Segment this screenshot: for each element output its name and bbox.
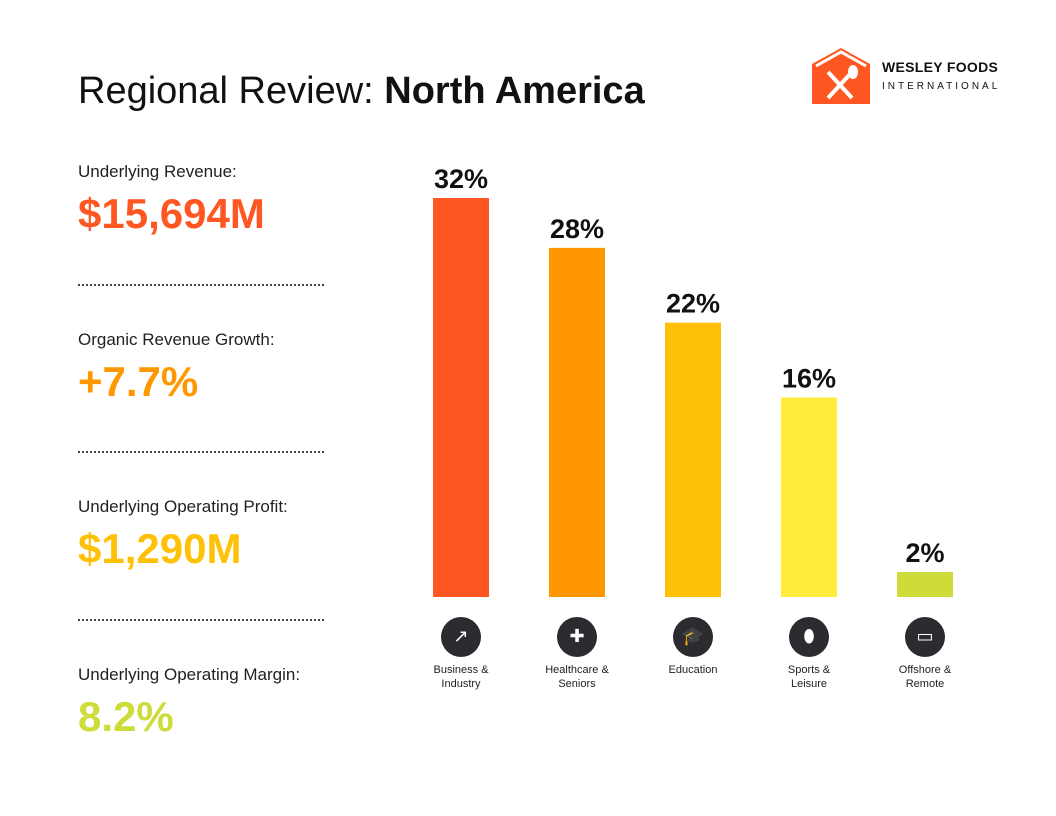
data-label: 32% — [434, 164, 488, 194]
category-label: Healthcare & Seniors — [545, 664, 609, 690]
metric-label: Underlying Revenue: — [78, 162, 237, 181]
metric-2: Underlying Operating Profit: $1,290M — [78, 497, 288, 573]
logo: WESLEY FOODS INTERNATIONAL — [812, 46, 1000, 104]
metric-label: Underlying Operating Margin: — [78, 665, 301, 684]
bar — [665, 322, 721, 597]
divider — [78, 284, 324, 286]
category-label: Sports & Leisure — [787, 664, 831, 690]
medical-bag-icon: ✚ — [557, 617, 597, 657]
laptop-icon: ▭ — [905, 617, 945, 657]
metric-label: Organic Revenue Growth: — [78, 330, 275, 349]
metric-1: Organic Revenue Growth: +7.7% — [78, 330, 275, 406]
bar — [549, 247, 605, 597]
metric-label: Underlying Operating Profit: — [78, 497, 288, 516]
data-label: 22% — [666, 289, 720, 319]
growth-chart-icon: ↗ — [441, 617, 481, 657]
football-icon: ⬮ — [789, 617, 829, 657]
bar — [433, 198, 489, 597]
category-label: Education — [668, 664, 718, 676]
metric-value: $15,694M — [78, 190, 265, 237]
metric-0: Underlying Revenue: $15,694M — [78, 162, 265, 238]
page-title: Regional Review: North America — [78, 70, 645, 112]
data-label: 2% — [905, 538, 944, 568]
divider — [78, 451, 324, 453]
metric-value: 8.2% — [78, 693, 174, 740]
metric-value: $1,290M — [78, 525, 242, 572]
metric-value: +7.7% — [78, 358, 199, 405]
category-label: Business & Industry — [433, 664, 489, 690]
data-label: 16% — [782, 364, 836, 394]
divider — [78, 619, 324, 621]
data-label: 28% — [550, 214, 604, 244]
graduation-cap-icon: 🎓 — [673, 617, 713, 657]
bar — [897, 572, 953, 597]
house-utensils-icon — [812, 48, 870, 104]
bar — [781, 397, 837, 597]
metric-3: Underlying Operating Margin: 8.2% — [78, 665, 300, 741]
category-label: Offshore & Remote — [898, 664, 952, 690]
